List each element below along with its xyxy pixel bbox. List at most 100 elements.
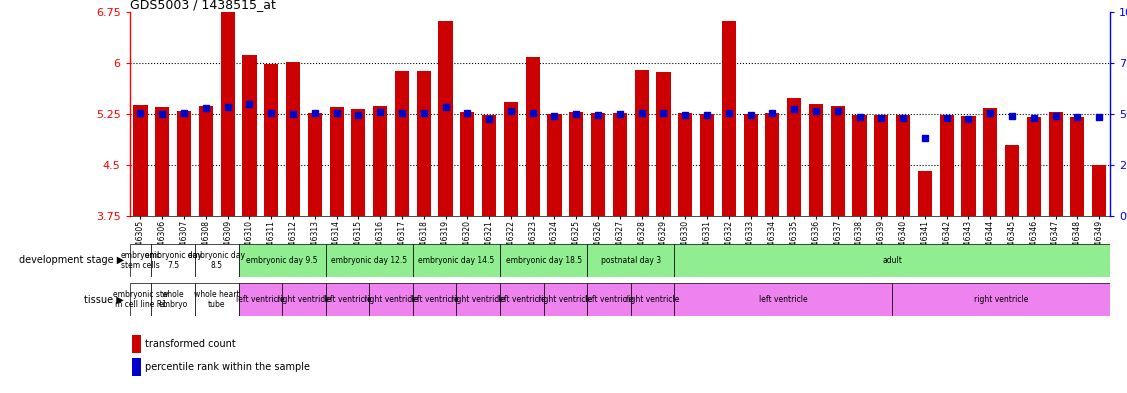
Bar xyxy=(195,283,239,316)
Text: left ventricle: left ventricle xyxy=(585,295,633,304)
Bar xyxy=(893,283,1110,316)
Bar xyxy=(417,71,431,216)
Bar xyxy=(500,244,587,277)
Text: whole heart
tube: whole heart tube xyxy=(194,290,240,309)
Bar xyxy=(831,106,845,216)
Bar xyxy=(326,283,370,316)
Bar xyxy=(370,283,412,316)
Bar xyxy=(587,283,631,316)
Bar xyxy=(195,244,239,277)
Bar xyxy=(765,113,780,216)
Bar xyxy=(130,244,151,277)
Text: embryonic day 14.5: embryonic day 14.5 xyxy=(418,256,495,265)
Bar xyxy=(613,113,627,216)
Bar xyxy=(1092,165,1107,216)
Bar xyxy=(635,70,649,216)
Bar xyxy=(983,108,997,216)
Text: embryonic day 9.5: embryonic day 9.5 xyxy=(247,256,318,265)
Text: left ventricle: left ventricle xyxy=(323,295,372,304)
Text: left ventricle: left ventricle xyxy=(236,295,285,304)
Bar xyxy=(852,115,867,216)
Bar xyxy=(917,171,932,216)
Text: embryonic day 12.5: embryonic day 12.5 xyxy=(331,256,407,265)
Bar xyxy=(239,244,326,277)
Bar xyxy=(525,57,540,216)
Text: right ventricle: right ventricle xyxy=(974,295,1028,304)
Bar xyxy=(151,283,195,316)
Bar xyxy=(132,358,142,376)
Bar xyxy=(569,112,584,216)
Bar xyxy=(674,283,893,316)
Bar xyxy=(1027,117,1041,216)
Text: adult: adult xyxy=(882,256,902,265)
Bar xyxy=(678,113,692,216)
Text: right ventricle: right ventricle xyxy=(364,295,418,304)
Text: tissue ▶: tissue ▶ xyxy=(85,295,124,305)
Bar xyxy=(744,114,757,216)
Bar xyxy=(242,55,257,216)
Text: embryonic day 18.5: embryonic day 18.5 xyxy=(506,256,582,265)
Text: percentile rank within the sample: percentile rank within the sample xyxy=(145,362,310,373)
Text: right ventricle: right ventricle xyxy=(277,295,331,304)
Bar xyxy=(1005,145,1019,216)
Bar xyxy=(221,12,234,216)
Bar xyxy=(591,113,605,216)
Bar xyxy=(721,21,736,216)
Bar xyxy=(412,244,500,277)
Bar xyxy=(308,113,322,216)
Bar xyxy=(631,283,674,316)
Bar xyxy=(177,110,192,216)
Bar xyxy=(130,283,151,316)
Bar xyxy=(460,112,474,216)
Bar xyxy=(961,116,976,216)
Text: GDS5003 / 1438515_at: GDS5003 / 1438515_at xyxy=(130,0,275,11)
Bar xyxy=(1048,112,1063,216)
Bar xyxy=(674,244,1110,277)
Text: left ventricle: left ventricle xyxy=(410,295,459,304)
Bar xyxy=(875,115,888,216)
Bar xyxy=(896,115,911,216)
Bar xyxy=(133,105,148,216)
Text: right ventricle: right ventricle xyxy=(451,295,505,304)
Bar xyxy=(787,98,801,216)
Text: embryonic day
8.5: embryonic day 8.5 xyxy=(188,251,246,270)
Bar xyxy=(326,244,412,277)
Bar xyxy=(373,107,388,216)
Bar xyxy=(329,107,344,216)
Bar xyxy=(700,114,715,216)
Text: embryonic ste
m cell line R1: embryonic ste m cell line R1 xyxy=(113,290,168,309)
Bar xyxy=(543,283,587,316)
Text: embryonic
stem cells: embryonic stem cells xyxy=(121,251,161,270)
Bar xyxy=(548,114,561,216)
Text: left ventricle: left ventricle xyxy=(758,295,808,304)
Bar xyxy=(438,21,453,216)
Bar xyxy=(198,106,213,216)
Bar xyxy=(412,283,456,316)
Text: transformed count: transformed count xyxy=(145,340,237,349)
Bar xyxy=(132,335,142,353)
Bar xyxy=(282,283,326,316)
Bar xyxy=(1071,118,1084,216)
Bar xyxy=(809,104,823,216)
Text: development stage ▶: development stage ▶ xyxy=(19,255,124,265)
Bar xyxy=(394,71,409,216)
Text: embryonic day
7.5: embryonic day 7.5 xyxy=(144,251,202,270)
Bar xyxy=(456,283,500,316)
Bar xyxy=(151,244,195,277)
Bar xyxy=(264,64,278,216)
Text: whole
embryo: whole embryo xyxy=(159,290,188,309)
Text: left ventricle: left ventricle xyxy=(497,295,547,304)
Bar xyxy=(656,72,671,216)
Bar xyxy=(587,244,674,277)
Bar xyxy=(940,115,953,216)
Bar xyxy=(504,103,518,216)
Bar xyxy=(286,62,300,216)
Bar xyxy=(156,107,169,216)
Bar xyxy=(482,115,496,216)
Bar xyxy=(239,283,282,316)
Text: right ventricle: right ventricle xyxy=(539,295,593,304)
Bar xyxy=(352,109,365,216)
Text: postnatal day 3: postnatal day 3 xyxy=(601,256,660,265)
Text: right ventricle: right ventricle xyxy=(625,295,680,304)
Bar xyxy=(500,283,543,316)
